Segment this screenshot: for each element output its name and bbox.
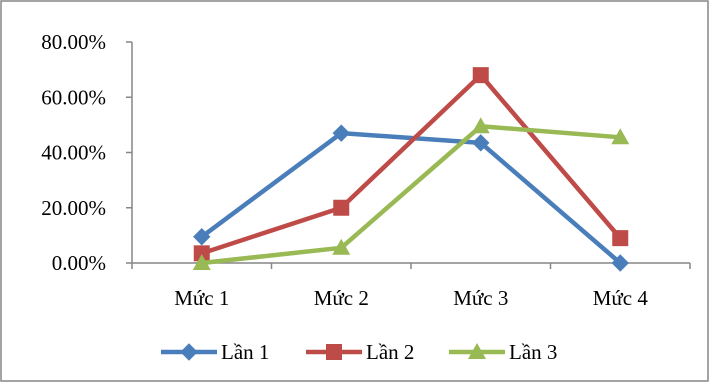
legend-label: Lần 3 bbox=[509, 340, 557, 364]
data-point bbox=[611, 254, 629, 272]
legend-label: Lần 1 bbox=[221, 340, 269, 364]
y-tick-label: 60.00% bbox=[41, 85, 106, 109]
legend-swatch-marker bbox=[468, 343, 486, 359]
series-1 bbox=[193, 124, 629, 272]
data-point bbox=[472, 134, 490, 152]
legend-swatch-marker bbox=[326, 344, 342, 360]
y-tick-label: 40.00% bbox=[41, 141, 106, 165]
series-line bbox=[201, 72, 622, 256]
data-point bbox=[332, 124, 350, 142]
data-point bbox=[332, 238, 351, 255]
series-3 bbox=[192, 117, 630, 270]
data-point bbox=[193, 245, 210, 262]
x-axis: Mức 1 Mức 2 Mức 3 Mức 4 bbox=[131, 262, 691, 310]
legend-label: Lần 2 bbox=[366, 340, 414, 364]
y-tick-label: 20.00% bbox=[41, 196, 106, 220]
x-tick-label: Mức 2 bbox=[314, 286, 369, 310]
legend-item-1: Lần 1 bbox=[161, 340, 269, 364]
data-point bbox=[193, 228, 211, 246]
x-tick-label: Mức 4 bbox=[593, 286, 649, 310]
data-point bbox=[192, 254, 211, 270]
legend: Lần 1 Lần 2 Lần 3 bbox=[161, 340, 557, 364]
data-point bbox=[471, 117, 490, 134]
series-line bbox=[201, 124, 621, 266]
y-axis: 0.00% 20.00% 40.00% 60.00% 80.00% bbox=[41, 30, 133, 275]
data-point bbox=[612, 230, 629, 247]
legend-item-2: Lần 2 bbox=[306, 340, 414, 364]
series-line bbox=[200, 130, 622, 265]
data-point bbox=[472, 67, 489, 84]
y-tick-label: 0.00% bbox=[52, 251, 106, 275]
data-point bbox=[611, 128, 630, 145]
y-tick-label: 80.00% bbox=[41, 30, 106, 54]
legend-item-3: Lần 3 bbox=[449, 340, 557, 364]
x-tick-label: Mức 3 bbox=[453, 286, 508, 310]
x-tick-label: Mức 1 bbox=[174, 286, 229, 310]
legend-swatch-marker bbox=[180, 343, 198, 361]
data-point bbox=[333, 199, 350, 216]
series-layer bbox=[192, 67, 630, 272]
series-2 bbox=[193, 67, 629, 262]
